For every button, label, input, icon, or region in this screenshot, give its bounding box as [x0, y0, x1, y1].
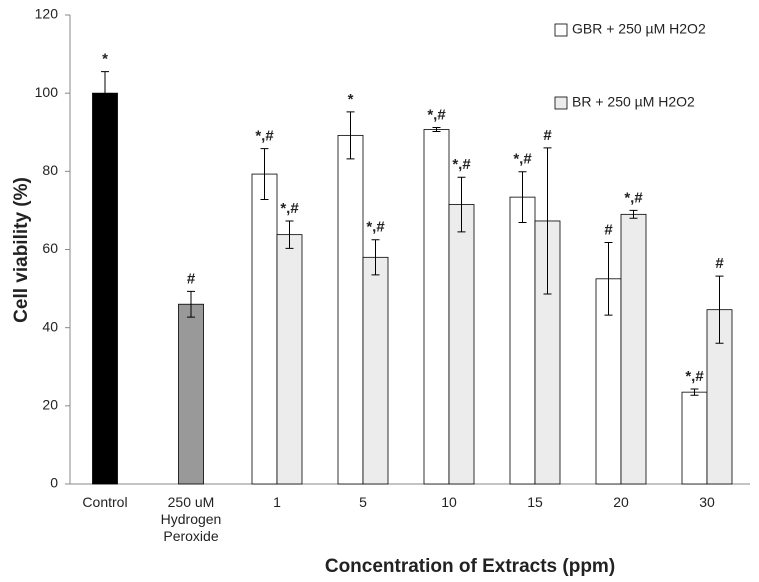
bar	[337, 134, 364, 485]
error-bar	[543, 147, 552, 295]
x-tick-label: 15	[527, 494, 543, 510]
error-bar	[715, 275, 724, 344]
annotation: *,#	[513, 151, 532, 168]
x-axis-label: Concentration of Extracts (ppm)	[325, 556, 615, 577]
y-tick-label: 120	[35, 6, 59, 22]
x-tick-label: 5	[359, 494, 367, 510]
error-bar	[604, 241, 613, 316]
annotation: *,#	[624, 189, 643, 206]
legend-label: BR + 250 µM H2O2	[572, 94, 695, 110]
error-bar	[629, 209, 638, 219]
error-bar	[371, 239, 380, 276]
error-bar	[346, 111, 355, 160]
error-bar	[457, 176, 466, 233]
x-tick-label: 250 uM Hydrogen Peroxide	[160, 494, 222, 544]
y-tick-label: 80	[42, 162, 58, 178]
annotation: *,#	[280, 200, 299, 217]
bar	[681, 391, 708, 485]
annotation: *,#	[366, 219, 385, 236]
annotation: *,#	[452, 156, 471, 173]
error-bar	[101, 71, 109, 116]
y-tick-label: 100	[35, 84, 59, 100]
annotation: *	[348, 91, 354, 108]
legend-swatch	[554, 23, 568, 37]
error-bar	[518, 171, 527, 224]
annotation: *,#	[427, 107, 446, 124]
error-bar	[285, 220, 294, 249]
y-tick-label: 20	[42, 397, 58, 413]
bar	[362, 256, 389, 485]
y-tick-label: 60	[42, 240, 58, 256]
x-tick-label: 30	[699, 494, 715, 510]
bar	[178, 303, 204, 485]
annotation: #	[604, 221, 613, 238]
bar	[276, 234, 303, 485]
annotation: *,#	[255, 128, 274, 145]
bar	[92, 92, 118, 485]
bar	[620, 213, 647, 485]
bar	[448, 204, 475, 485]
bar	[509, 196, 536, 485]
y-axis-label: Cell viability (%)	[11, 177, 32, 323]
error-bar	[187, 290, 195, 318]
legend-label: GBR + 250 µM H2O2	[572, 21, 706, 37]
y-tick-label: 0	[50, 475, 58, 491]
legend-swatch	[554, 96, 568, 110]
annotation: #	[715, 255, 724, 272]
annotation: *	[102, 51, 108, 68]
x-tick-label: 10	[441, 494, 457, 510]
error-bar	[432, 127, 441, 132]
error-bar	[690, 388, 699, 396]
annotation: #	[187, 270, 196, 287]
bar	[251, 173, 278, 485]
x-tick-label: Control	[82, 494, 128, 510]
y-tick-label: 40	[42, 318, 58, 334]
x-tick-label: 20	[613, 494, 629, 510]
x-tick-label: 1	[273, 494, 281, 510]
bar	[423, 129, 450, 485]
annotation: #	[543, 127, 552, 144]
error-bar	[260, 148, 269, 200]
annotation: *,#	[685, 368, 704, 385]
